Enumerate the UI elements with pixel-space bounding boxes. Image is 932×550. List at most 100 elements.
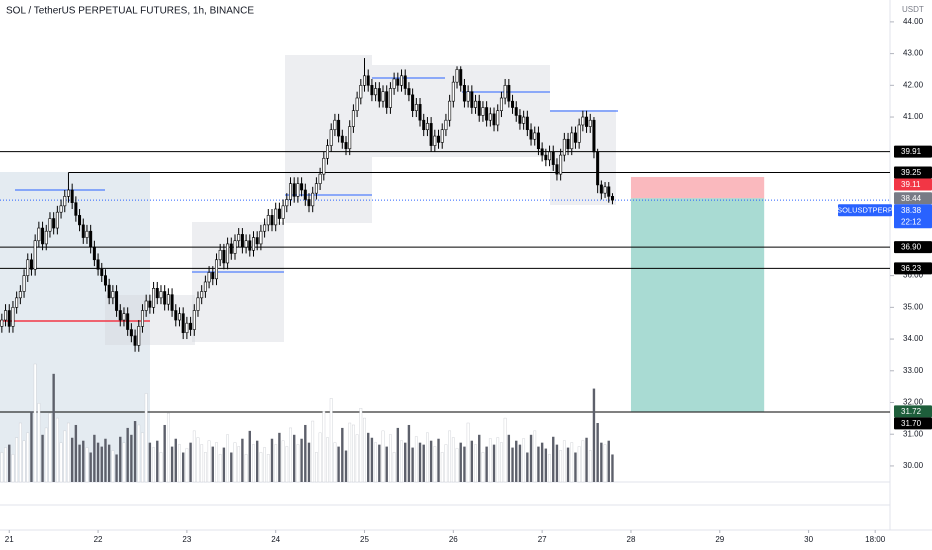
candle-body [329,129,333,146]
candle-body [96,259,100,270]
candle-body [366,75,370,86]
candle-body [144,300,148,311]
candle-body [170,294,174,311]
candle-body [89,230,93,248]
candle-body [551,151,555,165]
volume-bar [178,444,181,483]
volume-bar [374,442,378,483]
candle-body [392,78,396,89]
volume-bar [67,422,70,483]
candle-body [422,119,426,131]
volume-bar [574,452,577,482]
volume-bar [133,421,137,482]
price-tag-label: 39.25 [901,168,922,177]
volume-bar [82,440,85,482]
volume-bar [196,437,200,483]
x-tick-label: 28 [627,535,636,544]
candle-body [322,157,326,175]
volume-bar [367,432,370,482]
volume-bar [11,454,15,483]
candle-body [103,275,107,286]
candle-body [296,183,300,197]
y-tick-label: 42.00 [903,80,924,89]
volume-bar [274,444,278,483]
volume-bar [0,452,4,483]
candle-body [122,313,126,321]
candle-body [592,119,596,153]
volume-bar [289,427,292,483]
candle-body [466,91,470,102]
candle-body [351,110,355,127]
volume-bar [381,430,385,483]
volume-bar [562,440,566,483]
volume-bar [478,434,481,482]
candle-body [559,154,563,175]
volume-bar [440,452,444,483]
volume-bar [500,442,503,483]
chart-title: SOL / TetherUS PERPETUAL FUTURES, 1h, BI… [6,6,254,17]
volume-bar [22,440,26,483]
volume-bar [414,436,418,483]
candle-body [166,294,170,305]
volume-bar [333,442,337,483]
y-tick-label: 44.00 [903,17,924,26]
candle-body [4,310,8,321]
volume-bar [144,393,148,483]
volume-bar [285,446,289,483]
volume-bar [211,446,214,482]
volume-bar [515,440,518,482]
candle-body [503,85,507,99]
candle-body [133,335,137,346]
candle-body [226,243,230,264]
price-tag [894,145,932,158]
volume-bar [107,444,111,482]
volume-bar [137,424,141,483]
volume-bar [100,446,103,482]
candle-body [603,186,607,194]
candle-body [566,138,570,150]
candle-body [596,151,600,186]
candle-body [92,246,96,261]
candle-body [448,100,452,121]
volume-bar [185,448,189,483]
volume-bar [433,446,437,483]
volume-bar [359,408,363,483]
candle-body [44,230,48,245]
volume-bar [404,442,407,482]
volume-bar [270,438,274,482]
y-tick-label: 43.00 [903,49,924,58]
volume-bar [585,437,588,482]
volume-bar [203,452,207,483]
candle-body [285,199,289,207]
candle-body [607,186,611,197]
volume-bar [566,447,570,482]
volume-bar [278,432,281,482]
volume-bar [26,432,30,483]
volume-bar [55,417,59,483]
volume-bar [422,444,425,482]
price-tag-label: 31.70 [901,419,922,428]
volume-bar [511,447,514,482]
candle-body [59,205,63,213]
candle-body [340,135,344,143]
price-tag [894,405,932,418]
currency: USDT [902,5,924,14]
candle-body [155,288,159,299]
volume-bar [119,436,122,482]
volume-bar [411,447,414,482]
volume-bar [263,447,266,483]
volume-bar [522,438,526,483]
candle-body [229,243,233,254]
candle-body [240,234,244,248]
candle-body [237,234,241,242]
volume-bar [396,427,400,482]
x-tick-label: 22 [94,535,103,544]
candle-body [333,119,337,131]
candle-body [177,313,181,321]
candle-body [481,107,485,116]
volume-bar [96,442,100,482]
price-tag [894,178,932,191]
candle-body [477,100,481,116]
candle-body [470,91,474,108]
volume-bar [248,430,251,482]
